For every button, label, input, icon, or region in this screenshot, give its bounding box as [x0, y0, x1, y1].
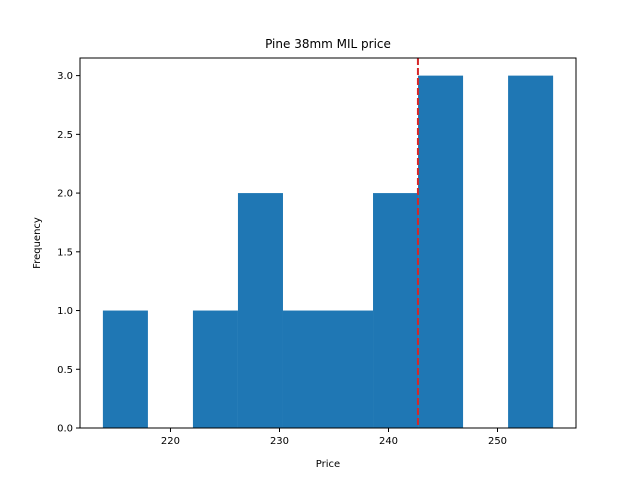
y-tick-label: 2.5	[57, 130, 73, 141]
y-tick-label: 1.0	[57, 306, 73, 317]
histogram-bar-2	[192, 310, 238, 428]
bars-group	[102, 75, 554, 428]
plot-frame	[79, 57, 577, 429]
x-tick-label: 250	[488, 436, 507, 447]
histogram-bar-9	[508, 75, 554, 428]
histogram-bar-4	[282, 310, 328, 428]
x-axis-ticks: 220 230 240 250	[161, 428, 507, 447]
chart-title: Pine 38mm MIL price	[265, 37, 391, 51]
x-tick-label: 220	[161, 436, 180, 447]
histogram-bar-5	[328, 310, 374, 428]
x-tick-label: 230	[270, 436, 289, 447]
y-tick-label: 3.0	[57, 71, 73, 82]
x-tick-label: 240	[379, 436, 398, 447]
histogram-bar-6	[373, 193, 419, 428]
histogram-bar-7	[418, 75, 464, 428]
histogram-bar-3	[237, 193, 283, 428]
y-axis-ticks: 0.0 0.5 1.0 1.5 2.0 2.5 3.0	[57, 71, 80, 435]
y-tick-label: 2.0	[57, 189, 73, 200]
y-tick-label: 0.0	[57, 424, 73, 435]
y-tick-label: 1.5	[57, 247, 73, 258]
y-tick-label: 0.5	[57, 365, 73, 376]
x-axis-label: Price	[316, 459, 340, 470]
y-axis-label: Frequency	[32, 217, 43, 269]
histogram-bar-0	[102, 310, 148, 428]
